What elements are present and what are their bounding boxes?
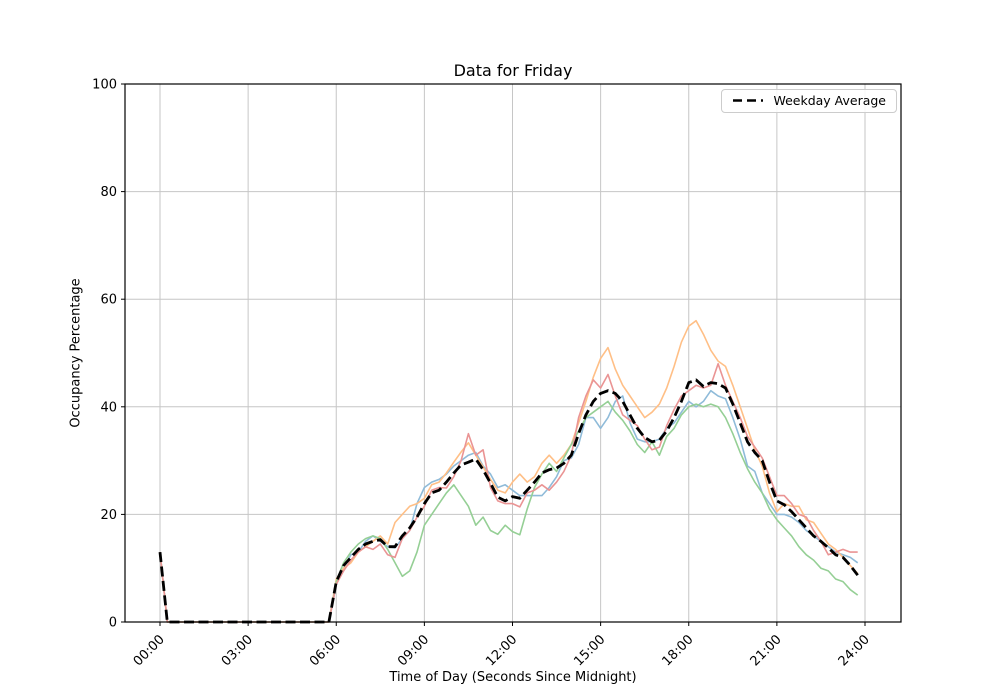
- x-axis-label: Time of Day (Seconds Since Midnight): [389, 670, 637, 685]
- svg-text:80: 80: [100, 185, 117, 200]
- svg-text:09:00: 09:00: [395, 632, 432, 669]
- svg-text:00:00: 00:00: [131, 632, 168, 669]
- svg-text:06:00: 06:00: [307, 632, 344, 669]
- chart-title: Data for Friday: [453, 61, 573, 80]
- svg-text:03:00: 03:00: [219, 632, 256, 669]
- y-axis-label: Occupancy Percentage: [68, 278, 84, 428]
- svg-text:21:00: 21:00: [748, 632, 785, 669]
- svg-text:24:00: 24:00: [836, 632, 873, 669]
- svg-text:40: 40: [100, 400, 117, 415]
- dashed-line-swatch-icon: [733, 99, 764, 102]
- svg-text:20: 20: [100, 508, 117, 523]
- legend: Weekday Average: [721, 89, 897, 113]
- svg-text:100: 100: [92, 78, 117, 93]
- svg-text:12:00: 12:00: [483, 632, 520, 669]
- legend-label: Weekday Average: [773, 93, 886, 108]
- svg-text:0: 0: [109, 616, 117, 631]
- svg-text:18:00: 18:00: [659, 632, 696, 669]
- svg-text:15:00: 15:00: [571, 632, 608, 669]
- svg-text:60: 60: [100, 293, 117, 308]
